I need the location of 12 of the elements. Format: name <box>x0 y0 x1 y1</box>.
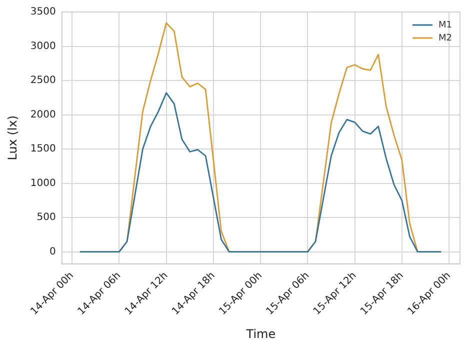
y-tick-label: 500 <box>36 212 56 224</box>
legend-label: M1 <box>438 20 452 30</box>
y-tick-label: 3000 <box>30 40 56 52</box>
legend-label: M2 <box>438 33 452 44</box>
y-tick-label: 2000 <box>30 109 56 120</box>
y-tick-label: 3500 <box>30 6 56 18</box>
y-tick-label: 0 <box>49 246 56 258</box>
y-axis-title: Lux (lx) <box>5 115 20 160</box>
y-tick-label: 1000 <box>30 178 56 189</box>
y-tick-label: 1500 <box>30 144 56 155</box>
y-tick-label: 2500 <box>30 75 56 86</box>
x-axis-title: Time <box>245 326 276 341</box>
